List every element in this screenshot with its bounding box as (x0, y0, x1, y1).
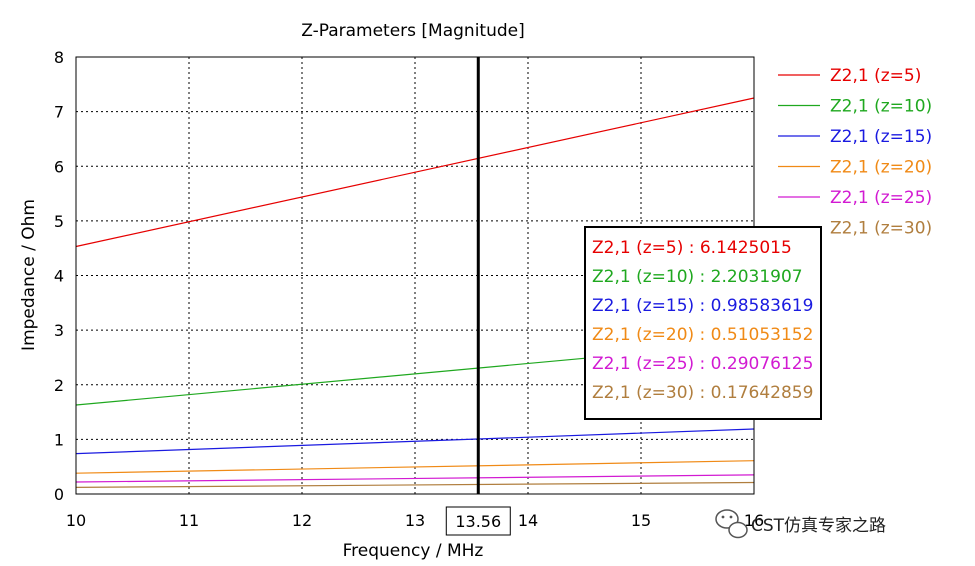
watermark: CST仿真专家之路 (715, 509, 886, 539)
x-tick-label: 10 (66, 511, 86, 530)
y-tick-label: 5 (54, 212, 64, 231)
x-axis-label: Frequency / MHz (343, 541, 484, 561)
marker-readout-row: Z2,1 (z=5) : 6.1425015 (592, 238, 792, 258)
y-tick-label: 1 (54, 430, 64, 449)
frequency-marker-box[interactable] (445, 506, 511, 536)
x-tick-labels: 10 11 12 13 14 15 16 (66, 511, 764, 530)
marker-readout-row: Z2,1 (z=25) : 0.29076125 (592, 354, 813, 374)
frequency-marker-label: 13.56 (455, 512, 501, 531)
y-tick-label: 3 (54, 321, 64, 340)
legend-entry: Z2,1 (z=20) (830, 158, 932, 178)
x-tick-label: 12 (292, 511, 312, 530)
legend-entry: Z2,1 (z=10) (830, 97, 932, 117)
marker-readout-box (584, 226, 822, 420)
series-line (75, 428, 755, 455)
y-tick-label: 0 (54, 485, 64, 504)
series-line (75, 97, 755, 248)
y-tick-label: 6 (54, 157, 64, 176)
legend-entry: Z2,1 (z=5) (830, 66, 921, 86)
watermark-text: CST仿真专家之路 (751, 516, 886, 536)
x-tick-label: 13 (405, 511, 425, 530)
marker-readout-row: Z2,1 (z=10) : 2.2031907 (592, 267, 803, 287)
y-tick-label: 4 (54, 267, 64, 286)
series-line (75, 460, 755, 474)
x-tick-label: 15 (631, 511, 651, 530)
x-tick-label: 11 (179, 511, 199, 530)
legend-entry: Z2,1 (z=15) (830, 127, 932, 147)
x-tick-label: 16 (744, 511, 764, 530)
chart-title: Z-Parameters [Magnitude] (301, 21, 525, 41)
marker-readout-row: Z2,1 (z=20) : 0.51053152 (592, 325, 813, 345)
y-tick-labels: 0 1 2 3 4 5 6 7 8 (54, 48, 64, 504)
y-axis-label: Impedance / Ohm (19, 199, 39, 351)
marker-readout-row: Z2,1 (z=30) : 0.17642859 (592, 383, 813, 403)
y-tick-label: 2 (54, 376, 64, 395)
marker-readout-row: Z2,1 (z=15) : 0.98583619 (592, 296, 813, 316)
y-tick-label: 8 (54, 48, 64, 67)
x-tick-label: 14 (518, 511, 538, 530)
y-tick-label: 7 (54, 103, 64, 122)
series-line (75, 481, 755, 488)
series-line (75, 474, 755, 483)
legend: Z2,1 (z=5) Z2,1 (z=10) Z2,1 (z=15) Z2,1 (z=… (778, 66, 932, 239)
legend-entry: Z2,1 (z=25) (830, 188, 932, 208)
marker-readout: Z2,1 (z=5) : 6.1425015 Z2,1 (z=10) : 2.20… (592, 238, 813, 403)
legend-entry: Z2,1 (z=30) (830, 219, 932, 239)
wechat-icon (715, 509, 748, 539)
